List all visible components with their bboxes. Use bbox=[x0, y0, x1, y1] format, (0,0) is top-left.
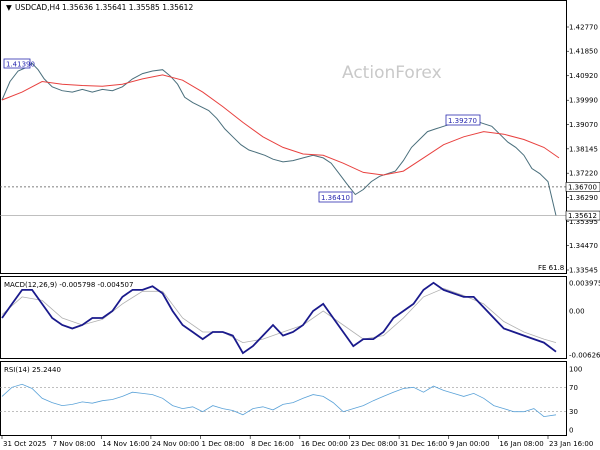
dropdown-arrow-icon[interactable]: ▼ bbox=[6, 3, 12, 12]
time-tick-label: 31 Dec 16:00 bbox=[400, 440, 447, 448]
price-tick-label: 1.42770 bbox=[569, 24, 598, 32]
price-tick-label: 1.41850 bbox=[569, 48, 598, 56]
annotation-high-left-label: 1.41390 bbox=[6, 61, 35, 69]
rsi-axis: 100 70 30 0 bbox=[569, 366, 582, 435]
time-tick-label: 16 Jan 08:00 bbox=[499, 440, 543, 448]
price-tick-label: 1.39070 bbox=[569, 121, 598, 129]
time-axis: 31 Oct 2025 7 Nov 08:00 14 Nov 16:00 24 Nov… bbox=[1, 436, 593, 448]
price-panel-frame bbox=[0, 0, 567, 274]
price-tick-label: 1.36290 bbox=[569, 194, 598, 202]
price-tick-label: 1.34470 bbox=[569, 242, 598, 250]
time-tick-label: 8 Dec 16:00 bbox=[251, 440, 294, 448]
current-price-tag: 1.35612 bbox=[565, 210, 600, 221]
time-tick-label: 9 Jan 00:00 bbox=[450, 440, 490, 448]
macd-title: MACD(12,26,9) -0.005798 -0.004507 bbox=[4, 281, 133, 289]
rsi-tick-label: 30 bbox=[569, 408, 578, 416]
rsi-tick-label: 100 bbox=[569, 366, 582, 374]
symbol-title: USDCAD,H4 bbox=[15, 3, 60, 12]
ohlc-values: 1.35636 1.35641 1.35585 1.35612 bbox=[62, 3, 193, 12]
time-tick-label: 14 Nov 16:00 bbox=[102, 440, 149, 448]
annotation-low-mid[interactable]: 1.36410 bbox=[318, 191, 353, 203]
annotation-high-right-label: 1.39270 bbox=[448, 117, 477, 125]
watermark: ActionForex bbox=[342, 63, 442, 83]
rsi-series bbox=[1, 383, 557, 418]
macd-signal-series bbox=[1, 287, 557, 344]
time-tick-label: 31 Oct 2025 bbox=[3, 440, 46, 448]
price-tick-label: 1.35395 bbox=[569, 218, 598, 226]
price-tick-label: 1.39990 bbox=[569, 97, 598, 105]
price-tick-label: 1.38145 bbox=[569, 145, 598, 153]
price-tick-label: 1.40920 bbox=[569, 72, 598, 80]
macd-axis: 0.003975 0.00 -0.006264 bbox=[569, 280, 600, 360]
hline-price-label: 1.36700 bbox=[568, 183, 597, 191]
price-axis: 1.42770 1.41850 1.40920 1.39990 1.39070 1.381… bbox=[566, 24, 598, 275]
fe-label: FE 61.8 bbox=[538, 264, 564, 272]
time-tick-label: 23 Dec 08:00 bbox=[350, 440, 397, 448]
time-tick-label: 7 Nov 08:00 bbox=[53, 440, 96, 448]
price-tick-label: 1.37220 bbox=[569, 170, 598, 178]
rsi-title: RSI(14) 25.2440 bbox=[4, 366, 61, 374]
macd-series bbox=[1, 281, 557, 355]
time-tick-label: 23 Jan 16:00 bbox=[549, 440, 593, 448]
moving-average-series bbox=[1, 74, 560, 176]
annotation-high-right[interactable]: 1.39270 bbox=[445, 114, 481, 126]
time-tick-label: 1 Dec 08:00 bbox=[202, 440, 245, 448]
rsi-panel-frame bbox=[0, 361, 567, 436]
annotation-high-left[interactable]: 1.41390 bbox=[3, 58, 35, 69]
time-tick-label: 24 Nov 00:00 bbox=[152, 440, 199, 448]
current-price-label: 1.35612 bbox=[568, 212, 597, 220]
hline-price-tag: 1.36700 bbox=[565, 182, 600, 192]
macd-tick-label: 0.003975 bbox=[569, 280, 600, 288]
macd-tick-label: 0.00 bbox=[569, 307, 585, 315]
macd-tick-label: -0.006264 bbox=[569, 352, 600, 360]
annotation-low-mid-label: 1.36410 bbox=[321, 194, 350, 202]
time-tick-label: 16 Dec 00:00 bbox=[301, 440, 348, 448]
price-tick-label: 1.33545 bbox=[569, 267, 598, 275]
rsi-tick-label: 70 bbox=[569, 384, 578, 392]
rsi-tick-label: 0 bbox=[569, 427, 573, 435]
